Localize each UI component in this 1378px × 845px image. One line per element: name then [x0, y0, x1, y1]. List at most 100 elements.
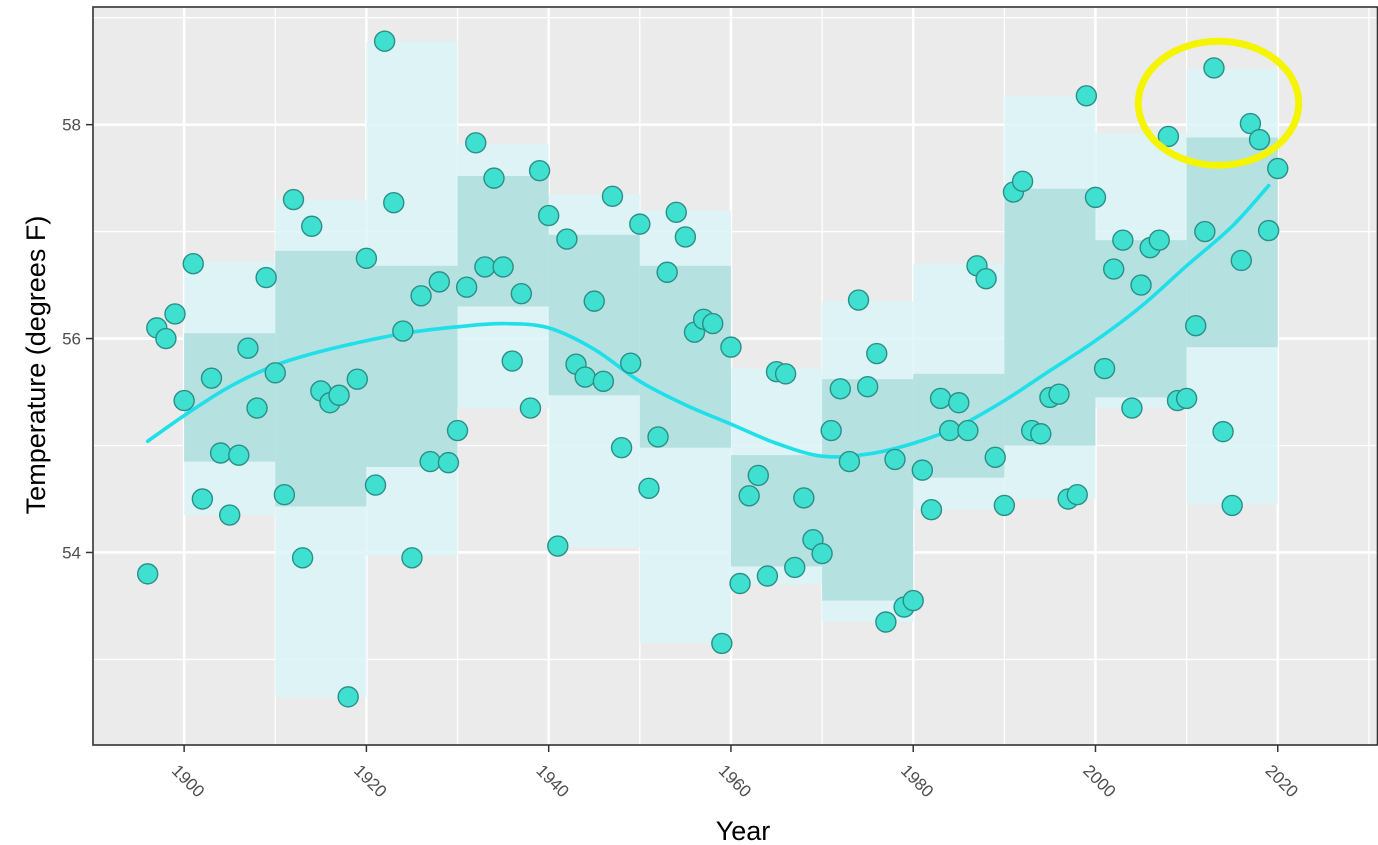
data-point	[392, 320, 414, 342]
data-point	[1130, 274, 1152, 296]
decade-inner-band	[730, 455, 823, 567]
data-point	[665, 201, 687, 224]
data-point	[1093, 357, 1116, 380]
data-point	[474, 256, 496, 278]
data-point	[1239, 112, 1262, 135]
decade-inner-band	[1186, 137, 1278, 348]
data-point	[720, 336, 742, 358]
data-point	[346, 368, 368, 390]
data-point	[948, 392, 970, 414]
data-point	[601, 185, 624, 208]
data-point	[1230, 249, 1252, 272]
data-point	[884, 448, 906, 471]
data-point	[273, 484, 296, 506]
x-tick-labels: 1900 1920 1940 1960 1980 2000 2020	[168, 761, 1302, 801]
data-point	[437, 451, 460, 474]
axis-ticks	[86, 123, 1279, 752]
x-tick-label: 1940	[532, 761, 572, 801]
data-point	[282, 188, 305, 211]
data-point	[246, 397, 268, 419]
data-point	[465, 132, 487, 154]
data-point	[547, 535, 569, 557]
data-point	[355, 247, 378, 270]
x-axis-title: Year	[716, 816, 771, 845]
data-point	[136, 563, 159, 585]
y-tick-label: 56	[62, 330, 81, 349]
data-point	[1121, 397, 1143, 419]
data-point	[255, 266, 277, 289]
x-tick-label: 1960	[715, 761, 755, 801]
data-point	[1066, 484, 1088, 506]
x-tick-label: 2020	[1262, 761, 1302, 801]
data-point	[938, 419, 961, 442]
data-point	[1075, 85, 1098, 107]
data-point	[501, 350, 523, 372]
x-tick-label: 1920	[350, 761, 390, 801]
data-point	[993, 494, 1016, 517]
x-tick-label: 1980	[897, 761, 937, 801]
data-point	[811, 542, 833, 565]
data-point	[1084, 186, 1107, 209]
data-point	[337, 686, 359, 708]
data-point	[1048, 383, 1070, 405]
data-point	[957, 419, 979, 442]
data-point	[656, 261, 678, 283]
data-point	[619, 352, 642, 374]
data-point	[1212, 420, 1234, 443]
data-point	[629, 213, 651, 235]
data-point	[519, 397, 542, 419]
data-point	[483, 167, 505, 189]
data-point	[820, 419, 842, 442]
data-point	[875, 611, 897, 633]
data-point	[191, 488, 214, 510]
data-point	[164, 303, 186, 325]
y-tick-labels: 54 56 58	[62, 116, 81, 563]
data-point	[1203, 57, 1225, 79]
data-point	[1103, 258, 1125, 280]
data-point	[301, 215, 323, 237]
data-point	[592, 370, 615, 393]
data-point	[1194, 220, 1216, 243]
data-point	[866, 342, 888, 365]
data-point	[929, 387, 952, 410]
decade-inner-bands	[184, 137, 1278, 601]
data-point	[838, 450, 861, 473]
data-point	[446, 419, 469, 442]
data-point	[756, 565, 779, 587]
data-point	[747, 464, 769, 487]
data-point	[920, 498, 943, 521]
x-tick-label: 1900	[168, 761, 208, 801]
data-point	[829, 378, 852, 400]
data-point	[228, 444, 250, 466]
data-point	[1157, 125, 1180, 148]
data-point	[428, 271, 451, 293]
data-point	[373, 30, 396, 52]
trend-line	[145, 183, 1271, 459]
data-point	[984, 446, 1006, 468]
data-point	[155, 327, 177, 350]
data-point	[419, 450, 441, 473]
data-point	[1011, 170, 1034, 193]
data-point	[729, 572, 751, 595]
data-point	[556, 228, 578, 250]
y-axis-title: Temperature (degrees F)	[21, 216, 51, 515]
data-point	[1185, 315, 1207, 337]
data-point	[455, 276, 478, 298]
data-point	[182, 252, 204, 275]
data-point	[1267, 157, 1289, 180]
data-point	[793, 487, 815, 509]
data-point	[574, 366, 596, 388]
data-point	[647, 426, 669, 448]
data-point	[328, 384, 350, 406]
data-point	[902, 589, 924, 612]
data-point	[510, 282, 533, 305]
decade-inner-band	[822, 379, 914, 601]
y-tick-label: 54	[62, 543, 81, 562]
y-tick-label: 58	[62, 116, 81, 135]
decade-inner-band	[184, 333, 276, 462]
data-point	[738, 485, 760, 507]
data-point	[610, 436, 633, 459]
data-point	[200, 367, 223, 389]
data-point	[1112, 229, 1134, 251]
